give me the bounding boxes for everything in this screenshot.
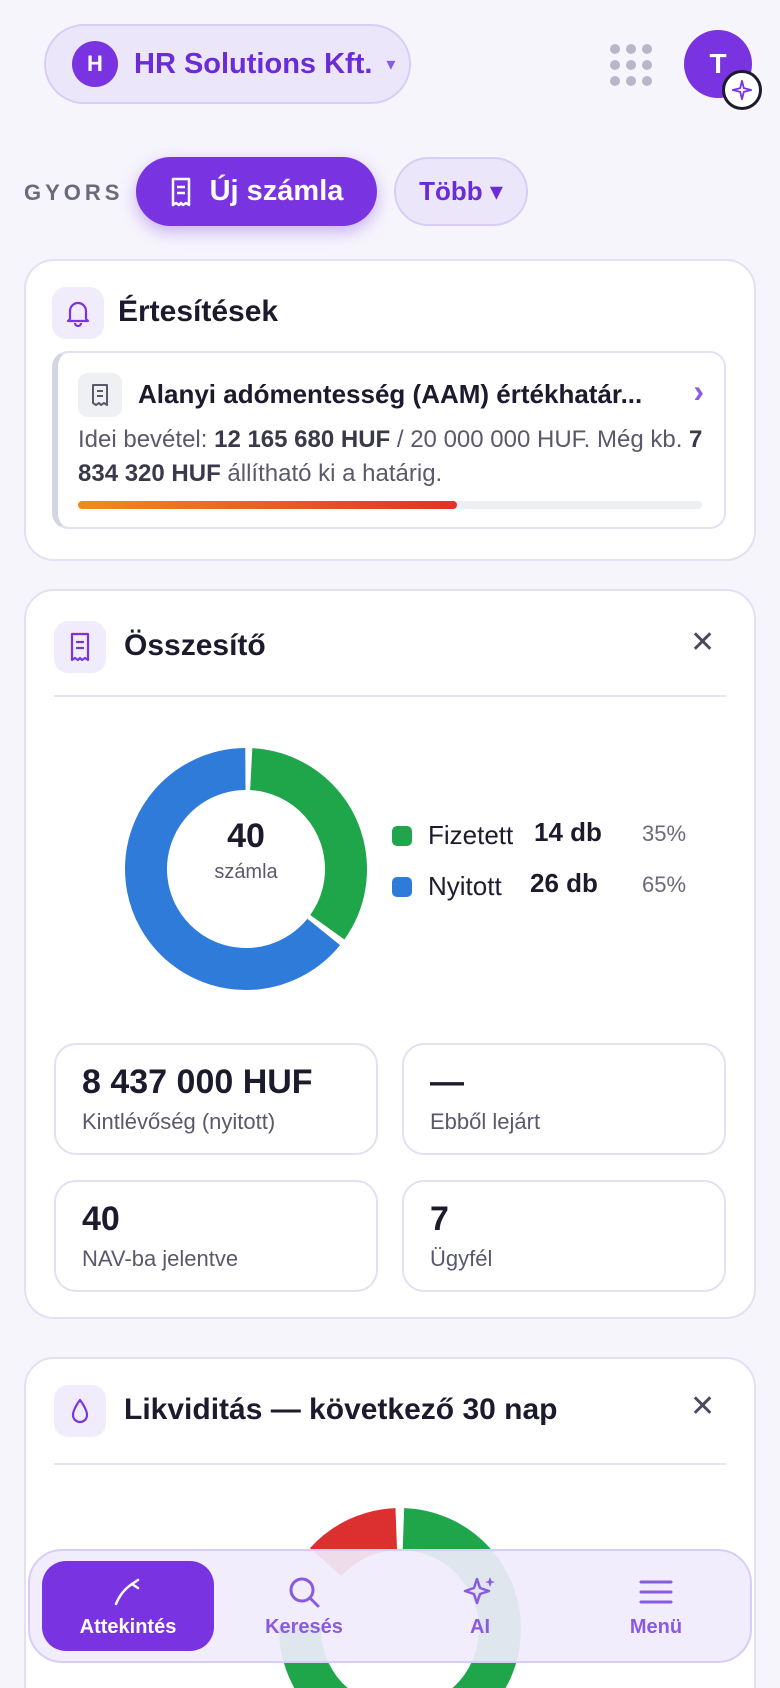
legend-open-swatch [392,876,412,897]
stat-label: Ügyfél [430,1246,493,1271]
droplet-icon [54,1385,106,1437]
bottom-navigation: Attekintés Keresés AI Menü [28,1549,752,1663]
nav-menu[interactable]: Menü [570,1561,742,1651]
stat-label: Kintlévőség (nyitott) [82,1109,276,1134]
aam-progress-bar [78,501,702,509]
stat-value: 7 [430,1200,449,1238]
legend-paid: Fizetett [392,820,513,851]
legend-open-percent: 65% [642,872,687,897]
nav-search-label: Keresés [265,1615,343,1638]
receipt-icon [170,177,192,207]
stat-value: 8 437 000 HUF [82,1063,313,1101]
quick-actions-label: GYORS [24,180,124,205]
stat-value: — [430,1063,464,1101]
stat-clients[interactable]: 7 Ügyfél [402,1180,726,1292]
overview-icon [112,1574,144,1610]
stat-receivables[interactable]: 8 437 000 HUF Kintlévőség (nyitott) [54,1043,378,1155]
user-avatar[interactable]: T [684,30,752,98]
nav-overview-label: Attekintés [79,1615,177,1638]
notifications-card: Értesítések Alanyi adómentesség (AAM) ér… [24,259,756,561]
search-icon [287,1574,321,1610]
nav-overview[interactable]: Attekintés [42,1561,214,1651]
liquidity-title: Likviditás — következő 30 nap [124,1393,558,1426]
ai-sparkle-badge-icon[interactable] [722,70,762,110]
new-invoice-label: Új számla [209,175,344,207]
notification-title: Alanyi adómentesség (AAM) értékhatár... [138,379,643,409]
summary-divider [54,695,726,697]
aam-limit-notification[interactable]: Alanyi adómentesség (AAM) értékhatár... … [52,351,726,529]
legend-open-label: Nyitott [428,871,502,901]
legend-open-count: 26 db [530,868,598,898]
donut-label: számla [214,861,278,883]
donut-total: 40 [227,817,265,855]
company-avatar: H [72,41,118,87]
summary-title: Összesítő [124,629,266,662]
remaining-amount: 7 834 320 HUF [78,426,703,487]
notification-text: Idei bevétel: 12 165 680 HUF / 20 000 00… [78,426,703,487]
chevron-down-icon: ▾ [386,53,396,74]
close-liquidity-button[interactable]: ✕ [690,1390,716,1423]
stat-nav-reported[interactable]: 40 NAV-ba jelentve [54,1180,378,1292]
legend-paid-count: 14 db [534,817,602,847]
company-name: HR Solutions Kft. [134,47,373,80]
menu-icon [639,1574,673,1610]
stat-label: NAV-ba jelentve [82,1246,239,1271]
legend-paid-swatch [392,825,412,846]
invoice-donut-chart [124,748,367,990]
legend-paid-percent: 35% [642,821,687,846]
nav-ai-label: AI [470,1615,490,1638]
legend-paid-label: Fizetett [428,820,514,850]
nav-ai[interactable]: AI [394,1561,566,1651]
new-invoice-button[interactable]: Új számla [136,157,377,226]
company-switcher[interactable]: H HR Solutions Kft. ▾ [44,24,411,104]
document-icon [78,373,122,417]
liquidity-divider [54,1463,726,1465]
stat-overdue[interactable]: — Ebből lejárt [402,1043,726,1155]
stat-value: 40 [82,1200,120,1238]
more-button[interactable]: Több ▾ [394,157,528,226]
donut-slice-nyitott [125,748,367,990]
donut-slice-fizetett [124,748,367,990]
stat-label: Ebből lejárt [430,1109,541,1134]
summary-card: Összesítő ✕ 40 számla Fizetett 14 db 35%… [24,589,756,1319]
receipt-icon [54,621,106,673]
nav-menu-label: Menü [629,1615,683,1638]
sparkle-icon [463,1574,497,1610]
legend-open: Nyitott [392,871,502,902]
notifications-title: Értesítések [118,295,279,328]
nav-search[interactable]: Keresés [218,1561,390,1651]
chevron-right-icon[interactable]: › [693,373,704,409]
apps-grid-icon[interactable] [610,44,652,86]
close-summary-button[interactable]: ✕ [690,626,716,659]
bell-icon [52,287,104,339]
income-amount: 12 165 680 HUF [214,426,391,453]
aam-progress-fill [78,501,458,509]
